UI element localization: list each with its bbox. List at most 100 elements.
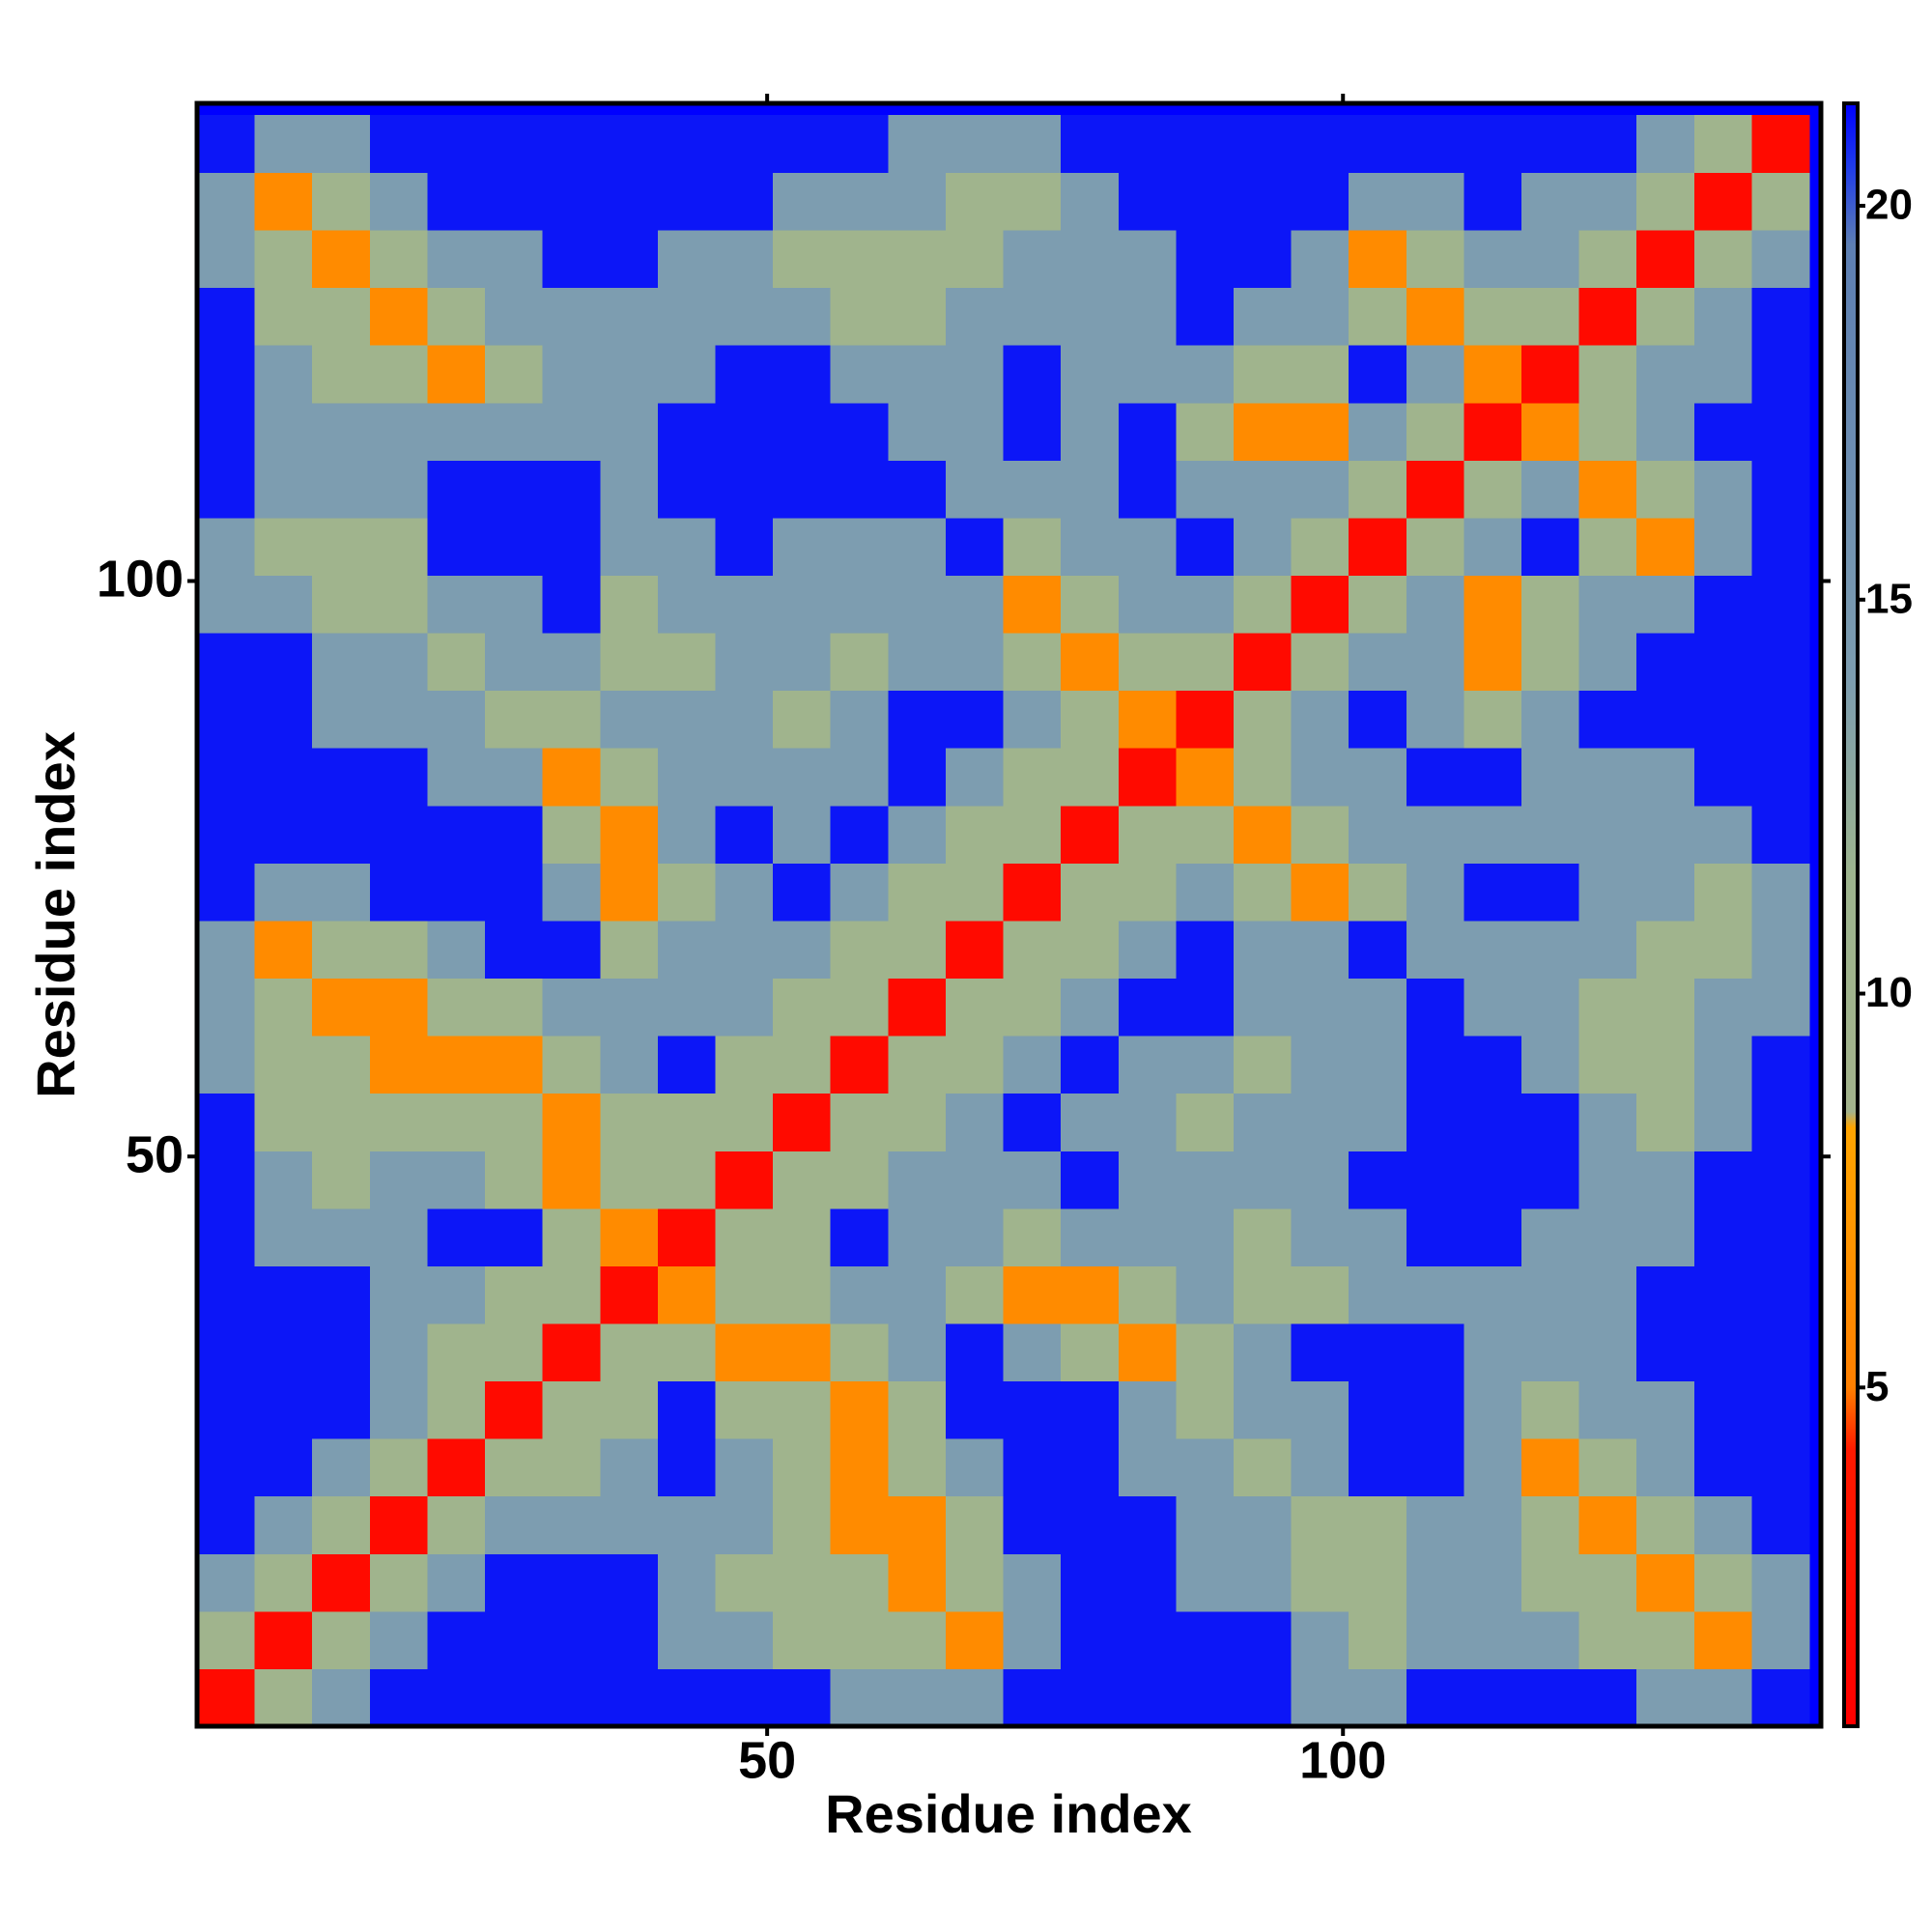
heat-cell <box>1176 1610 1235 1669</box>
heat-cell <box>369 690 428 749</box>
heat-cell <box>1636 460 1695 519</box>
heat-cell <box>945 1265 1005 1324</box>
y-tick-label: 100 <box>97 551 184 609</box>
heat-cell <box>830 1553 889 1612</box>
heat-cell <box>197 1380 256 1439</box>
heat-cell <box>427 1553 486 1612</box>
heat-cell <box>945 1151 1005 1209</box>
heat-cell <box>1176 1265 1235 1324</box>
heat-cell <box>1291 402 1350 461</box>
heat-cell <box>1003 1438 1062 1497</box>
heat-cell <box>1751 345 1810 404</box>
heat-cell <box>1636 575 1695 634</box>
heat-cell <box>1176 805 1235 864</box>
heat-cell <box>1636 1668 1695 1727</box>
heat-cell <box>657 748 716 807</box>
heat-cell <box>1693 1093 1752 1151</box>
heat-cell <box>1578 920 1637 980</box>
heat-cell <box>254 114 313 173</box>
heat-cell <box>1003 1265 1062 1324</box>
heat-cell <box>1521 1151 1580 1209</box>
heat-cell <box>1233 1553 1293 1612</box>
heat-cell <box>1751 402 1810 461</box>
heat-cell <box>657 1553 716 1612</box>
heat-cell <box>1751 1668 1810 1727</box>
heat-cell <box>1751 1610 1810 1669</box>
heat-cell <box>1406 1380 1464 1439</box>
heat-cell <box>1176 575 1235 634</box>
heat-cell <box>1118 230 1177 289</box>
heat-cell <box>485 1265 544 1324</box>
heat-cell <box>369 1208 428 1266</box>
heat-cell <box>542 1265 601 1324</box>
heat-cell <box>485 114 544 173</box>
heat-cell <box>1349 1208 1407 1266</box>
heat-cell <box>485 287 544 346</box>
heat-cell <box>1233 978 1293 1037</box>
heat-cell <box>312 1151 371 1209</box>
heat-cell <box>1636 1438 1695 1497</box>
heat-cell <box>485 1495 544 1554</box>
heat-cell <box>485 1553 544 1612</box>
heat-cell <box>369 1610 428 1669</box>
heat-cell <box>715 517 774 577</box>
heat-cell <box>1521 748 1580 807</box>
heat-cell <box>888 1322 947 1382</box>
heat-cell <box>830 1036 889 1094</box>
heat-cell <box>1003 1036 1062 1094</box>
heat-cell <box>1463 1322 1522 1382</box>
heat-cell <box>945 690 1005 749</box>
heat-cell <box>1003 172 1062 231</box>
heat-cell <box>1003 1151 1062 1209</box>
heat-cell <box>600 172 659 231</box>
heat-cell <box>1406 1495 1464 1554</box>
heat-cell <box>485 402 544 461</box>
heat-cell <box>485 1208 544 1266</box>
heat-cell <box>1233 517 1293 577</box>
heat-cell <box>542 1553 601 1612</box>
heat-cell <box>254 1093 313 1151</box>
heat-cell <box>542 690 601 749</box>
y-tick-label: 50 <box>126 1125 184 1183</box>
heat-cell <box>1291 1151 1350 1209</box>
heat-cell <box>600 748 659 807</box>
heat-cell <box>542 1438 601 1497</box>
heat-cell <box>1521 1553 1580 1612</box>
heat-cell <box>657 345 716 404</box>
heat-cell <box>1578 460 1637 519</box>
heat-cell <box>715 805 774 864</box>
heat-cell <box>1751 805 1810 864</box>
heat-cell <box>1349 920 1407 980</box>
heat-cell <box>657 920 716 980</box>
heat-cell <box>1521 114 1580 173</box>
heat-cell <box>369 633 428 692</box>
heat-cell <box>1118 114 1177 173</box>
heat-cell <box>1751 287 1810 346</box>
heat-cell <box>197 1322 256 1382</box>
heat-cell <box>312 863 371 922</box>
heat-cell <box>427 1151 486 1209</box>
heat-cell <box>485 633 544 692</box>
heat-cell <box>1751 978 1810 1037</box>
heat-cell <box>485 575 544 634</box>
heat-cell <box>197 1610 256 1669</box>
heat-cell <box>1233 920 1293 980</box>
heat-cell <box>427 690 486 749</box>
heat-cell <box>657 1610 716 1669</box>
heat-cell <box>830 1322 889 1382</box>
heat-cell <box>1233 460 1293 519</box>
heat-cell <box>1693 1495 1752 1554</box>
heat-cell <box>1003 1380 1062 1439</box>
x-tick-label: 100 <box>1299 1731 1386 1789</box>
heat-cell <box>1751 1265 1810 1324</box>
heat-cell <box>1176 748 1235 807</box>
heat-cell <box>1636 978 1695 1037</box>
heat-cell <box>715 863 774 922</box>
heat-cell <box>1233 748 1293 807</box>
heat-cell <box>369 1380 428 1439</box>
heat-cell <box>1578 345 1637 404</box>
x-tick-label: 50 <box>738 1731 796 1789</box>
heat-cell <box>1463 690 1522 749</box>
heat-cell <box>600 575 659 634</box>
heat-cell <box>715 460 774 519</box>
